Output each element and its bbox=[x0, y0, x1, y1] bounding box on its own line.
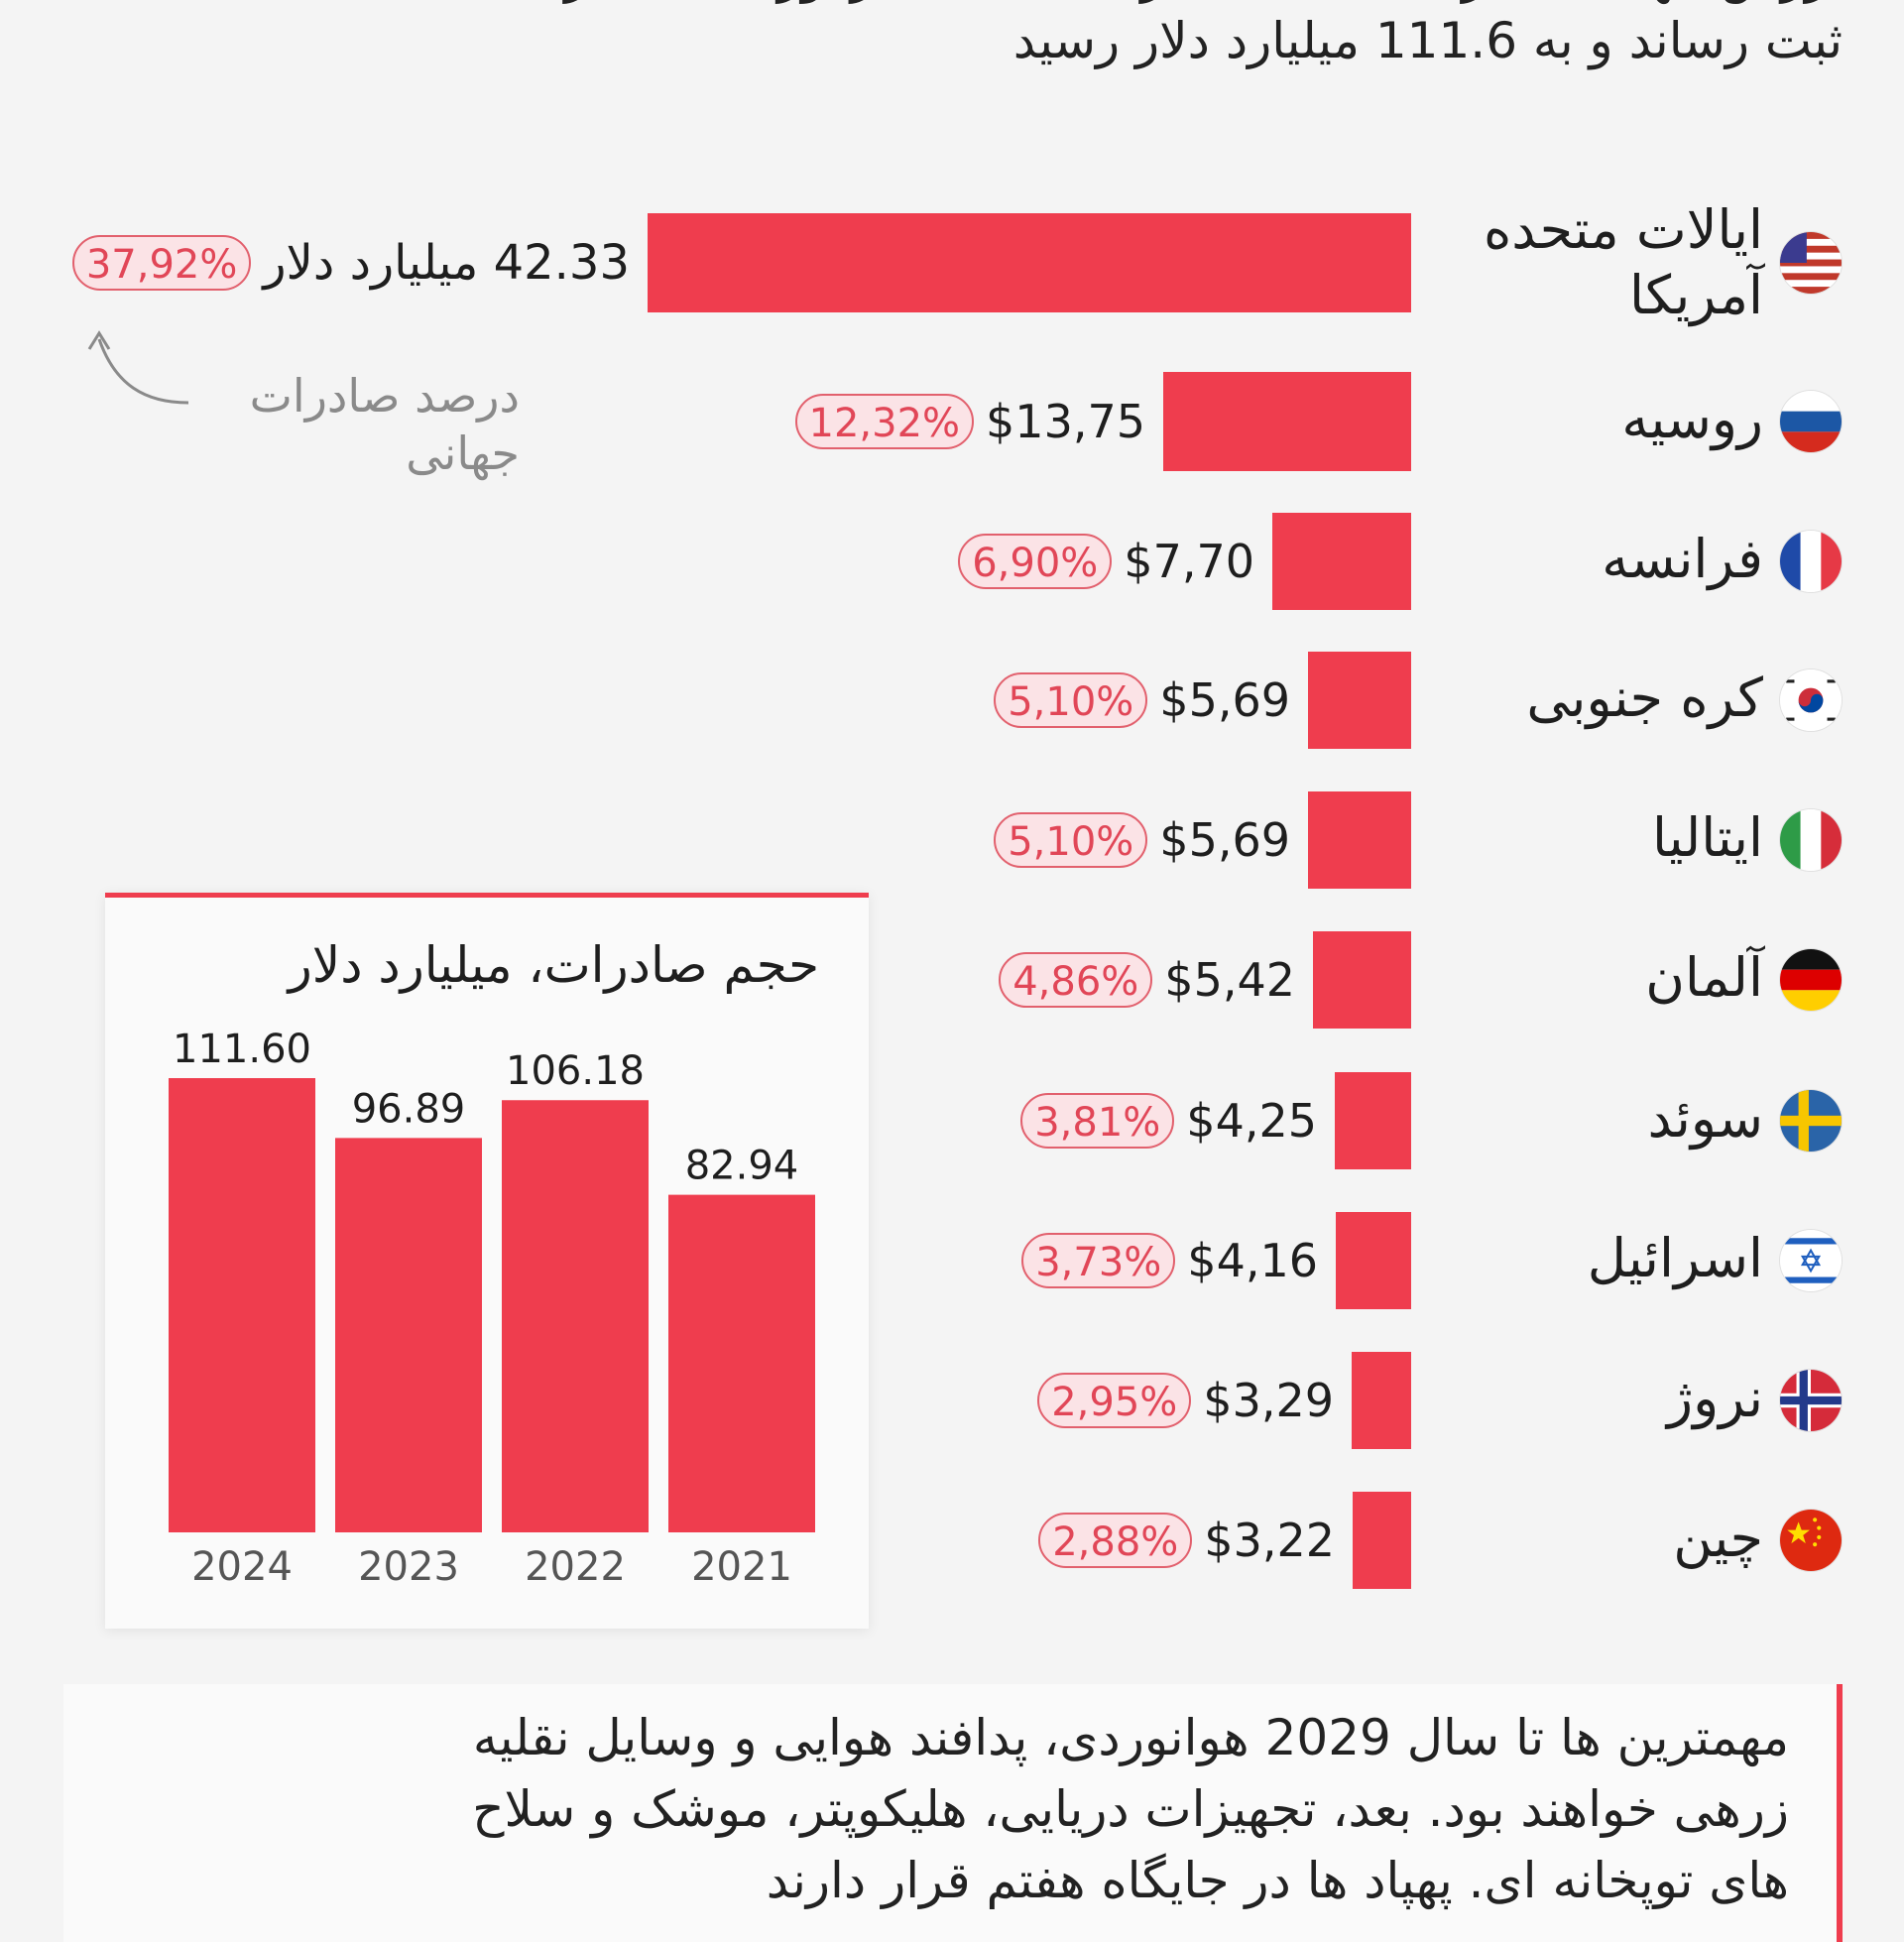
annotation-line-2: جهانی bbox=[406, 426, 520, 480]
year-tick-label: 2023 bbox=[358, 1544, 459, 1590]
panel-title: حجم صادرات، میلیارد دلار bbox=[288, 936, 819, 994]
country-label: ایتالیا bbox=[1652, 806, 1763, 869]
year-tick-label: 2022 bbox=[525, 1544, 626, 1590]
year-bar bbox=[502, 1100, 649, 1532]
share-pill: 5,10% bbox=[994, 812, 1148, 868]
intro-line-1: ارزش جهانی صادرات تسلیحات در سال 2024 رک… bbox=[157, 0, 1843, 8]
value-label: $3,29 bbox=[1203, 1374, 1334, 1427]
bar bbox=[648, 213, 1411, 312]
year-value-label: 96.89 bbox=[352, 1086, 466, 1132]
norway-flag-icon bbox=[1780, 1370, 1842, 1431]
value-label: $3,22 bbox=[1204, 1514, 1335, 1567]
share-pill: 5,10% bbox=[994, 672, 1148, 728]
bar bbox=[1313, 931, 1411, 1029]
share-pill: 3,81% bbox=[1020, 1093, 1175, 1149]
country-label: کره جنوبی bbox=[1526, 667, 1763, 729]
bar bbox=[1308, 791, 1411, 889]
value-label: 42.33 میلیارد دلار bbox=[263, 235, 630, 291]
year-bar bbox=[668, 1194, 815, 1532]
share-pill: 6,90% bbox=[958, 534, 1113, 589]
value-label: $7,70 bbox=[1124, 535, 1254, 588]
bar bbox=[1352, 1352, 1411, 1449]
germany-flag-icon bbox=[1780, 949, 1842, 1011]
share-annotation: درصد صادرات جهانی bbox=[87, 330, 520, 482]
annotation-line-1: درصد صادرات bbox=[249, 369, 520, 423]
value-label: $5,42 bbox=[1164, 953, 1295, 1007]
country-label: چین bbox=[1673, 1507, 1763, 1569]
bar bbox=[1163, 372, 1411, 471]
south-korea-flag-icon bbox=[1780, 669, 1842, 731]
year-tick-label: 2024 bbox=[191, 1544, 293, 1590]
bar bbox=[1308, 652, 1411, 749]
sweden-flag-icon bbox=[1780, 1090, 1842, 1152]
footer-line-1: مهمترین ها تا سال 2029 هوانوردی، پدافند … bbox=[472, 1709, 1789, 1766]
share-pill: 2,95% bbox=[1037, 1373, 1192, 1428]
intro-line-2: ثبت رساند و به 111.6 میلیارد دلار رسید bbox=[1012, 12, 1843, 69]
value-label: $5,69 bbox=[1159, 673, 1290, 727]
value-label: $5,69 bbox=[1159, 813, 1290, 867]
russia-flag-icon bbox=[1780, 391, 1842, 452]
france-flag-icon bbox=[1780, 531, 1842, 592]
share-pill: 4,86% bbox=[999, 952, 1153, 1008]
italy-flag-icon bbox=[1780, 809, 1842, 871]
bar bbox=[1335, 1072, 1411, 1169]
us-flag-icon bbox=[1780, 232, 1842, 294]
country-label: روسیه bbox=[1621, 388, 1763, 450]
israel-flag-icon bbox=[1780, 1230, 1842, 1291]
footer-line-3: های توپخانه ای. پهپاد ها در جایگاه هفتم … bbox=[766, 1852, 1789, 1909]
share-pill: 3,73% bbox=[1021, 1233, 1176, 1288]
year-value-label: 82.94 bbox=[685, 1144, 799, 1189]
bar bbox=[1353, 1492, 1411, 1589]
value-label: $13,75 bbox=[986, 395, 1145, 448]
bar bbox=[1272, 513, 1411, 610]
share-pill: 2,88% bbox=[1038, 1513, 1193, 1568]
country-label: فرانسه bbox=[1602, 528, 1763, 590]
value-label: $4,16 bbox=[1187, 1234, 1318, 1287]
year-value-label: 111.60 bbox=[173, 1027, 311, 1072]
country-label: ایالات متحده آمریکا bbox=[1484, 198, 1763, 326]
footer-line-2: زرهی خواهند بود. بعد، تجهیزات دریایی، هل… bbox=[472, 1780, 1789, 1838]
value-label: $4,25 bbox=[1186, 1094, 1317, 1148]
year-value-label: 106.18 bbox=[506, 1048, 645, 1094]
annual-exports-panel: 111.60 2024 96.89 2023 106.18 2022 82.94 2021 ح… bbox=[105, 893, 869, 1629]
footer-note: مهمترین ها تا سال 2029 هوانوردی، پدافند … bbox=[63, 1684, 1843, 1942]
year-bar bbox=[169, 1078, 315, 1532]
country-label: آلمان bbox=[1645, 946, 1763, 1009]
intro-text: ارزش جهانی صادرات تسلیحات در سال 2024 رک… bbox=[157, 0, 1843, 73]
country-label: نروژ bbox=[1667, 1367, 1763, 1429]
year-bar bbox=[335, 1138, 482, 1532]
bar bbox=[1336, 1212, 1411, 1309]
year-tick-label: 2021 bbox=[691, 1544, 792, 1590]
country-label: اسرائیل bbox=[1587, 1227, 1763, 1289]
china-flag-icon bbox=[1780, 1510, 1842, 1571]
country-label: سوئد bbox=[1647, 1087, 1763, 1150]
annual-exports-chart: 111.60 2024 96.89 2023 106.18 2022 82.94 2021 bbox=[169, 1027, 815, 1590]
share-pill: 37,92% bbox=[71, 235, 252, 291]
share-pill: 12,32% bbox=[794, 394, 975, 449]
curved-arrow-icon bbox=[87, 330, 189, 405]
